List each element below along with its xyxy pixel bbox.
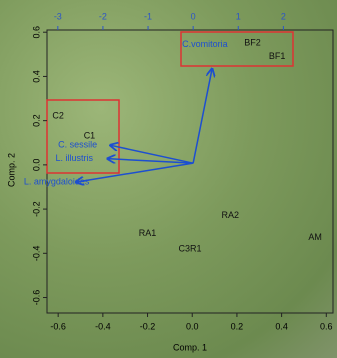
point-label: BF1 xyxy=(269,51,286,61)
x-tick-label: 0.0 xyxy=(186,321,199,331)
loading-label: C. sessile xyxy=(58,140,97,150)
x-tick-label: 0.6 xyxy=(320,321,333,331)
x2-tick-label: -3 xyxy=(54,11,62,21)
loading-arrow xyxy=(193,69,212,163)
plot-frame xyxy=(47,30,333,313)
chart: Comp. 1 Comp. 2 -0.6 -0.4 -0.2 0.0 0.2 0.4 0.6… xyxy=(0,0,337,358)
x2-tick-label: 0 xyxy=(191,11,196,21)
x-tick-label: -0.4 xyxy=(95,321,111,331)
point-label: C2 xyxy=(52,111,64,121)
x2-tick-label: 1 xyxy=(236,11,241,21)
loading-label: L. amygdaloides xyxy=(24,176,90,186)
y-tick-label: 0.0 xyxy=(31,159,41,172)
point-label: C1 xyxy=(84,131,96,141)
y-tick-label: -0.2 xyxy=(31,201,41,217)
loading-label: L. illustris xyxy=(55,153,93,163)
loading-label: C.vomitoria xyxy=(182,39,228,49)
x-tick-label: -0.2 xyxy=(140,321,156,331)
x-tick-label: -0.6 xyxy=(50,321,66,331)
y-tick-label: 0.4 xyxy=(31,70,41,83)
x2-tick-label: 2 xyxy=(281,11,286,21)
x2-tick-label: -2 xyxy=(99,11,107,21)
point-label: BF2 xyxy=(244,38,261,48)
y-tick-label: -0.4 xyxy=(31,246,41,262)
x-tick-label: 0.4 xyxy=(275,321,288,331)
x-tick-label: 0.2 xyxy=(231,321,244,331)
point-label: C3R1 xyxy=(178,243,201,253)
y-tick-label: 0.6 xyxy=(31,26,41,39)
y-axis-label: Comp. 2 xyxy=(6,153,16,187)
point-label: AM xyxy=(308,232,322,242)
x-axis-label: Comp. 1 xyxy=(173,342,207,352)
y-tick-label: 0.2 xyxy=(31,114,41,127)
x2-tick-label: -1 xyxy=(144,11,152,21)
y-tick-label: -0.6 xyxy=(31,290,41,306)
point-label: RA2 xyxy=(221,210,239,220)
point-label: RA1 xyxy=(139,228,157,238)
